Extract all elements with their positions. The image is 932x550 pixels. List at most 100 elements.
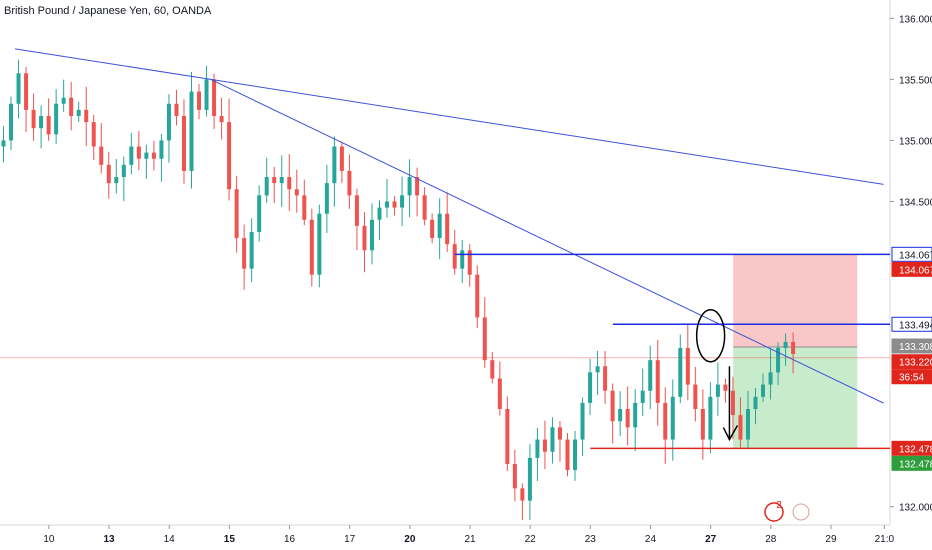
candle bbox=[738, 415, 743, 440]
x-tick-label: 28 bbox=[765, 534, 777, 545]
take-profit-zone bbox=[733, 346, 858, 449]
candle bbox=[362, 225, 367, 251]
x-tick-label: 20 bbox=[404, 534, 416, 545]
candle bbox=[768, 372, 773, 385]
chart-title: British Pound / Japanese Yen, 60, OANDA bbox=[4, 5, 212, 17]
x-tick-label: 29 bbox=[825, 534, 837, 545]
annotation-circle bbox=[695, 309, 726, 363]
candle bbox=[497, 378, 502, 410]
candle bbox=[317, 213, 322, 275]
candle bbox=[475, 274, 480, 318]
candle bbox=[76, 109, 81, 116]
annotation-arrow-head bbox=[722, 425, 739, 442]
candle bbox=[114, 177, 119, 184]
candle bbox=[212, 79, 217, 116]
candle bbox=[400, 195, 405, 208]
candle bbox=[324, 183, 329, 214]
candle bbox=[633, 402, 638, 428]
candle bbox=[264, 177, 269, 196]
candle bbox=[54, 103, 59, 135]
candle bbox=[39, 115, 44, 129]
candle bbox=[242, 238, 247, 269]
candle bbox=[535, 439, 540, 458]
current-price-tag-bg bbox=[891, 354, 932, 370]
candle bbox=[189, 91, 194, 171]
candle bbox=[347, 170, 352, 196]
candle bbox=[415, 177, 420, 196]
candle bbox=[309, 219, 314, 275]
candle bbox=[377, 207, 382, 220]
candle bbox=[272, 177, 277, 184]
target-tag: 132.478 bbox=[899, 459, 932, 470]
candle bbox=[422, 195, 427, 220]
candle bbox=[392, 201, 397, 208]
candle bbox=[467, 250, 472, 275]
candle bbox=[302, 195, 307, 220]
candle bbox=[655, 360, 660, 403]
candle bbox=[227, 122, 232, 190]
trendline-2 bbox=[210, 78, 884, 404]
candle bbox=[482, 317, 487, 361]
x-tick-label: 27 bbox=[705, 534, 717, 545]
candle bbox=[520, 488, 525, 501]
candle bbox=[174, 103, 179, 116]
candle bbox=[287, 177, 292, 190]
candle bbox=[354, 195, 359, 226]
candle bbox=[791, 341, 796, 355]
candle bbox=[603, 366, 608, 391]
candle bbox=[783, 341, 788, 348]
candle bbox=[693, 384, 698, 410]
candle bbox=[580, 402, 585, 440]
candle bbox=[648, 360, 653, 391]
candle bbox=[588, 372, 593, 403]
x-tick-label: 13 bbox=[103, 534, 115, 545]
candle bbox=[685, 347, 690, 385]
countdown-tag-bg bbox=[891, 369, 932, 385]
candle bbox=[625, 409, 630, 428]
candle bbox=[24, 73, 29, 110]
candle bbox=[670, 396, 675, 440]
level-tag-134067: 134.067 bbox=[899, 250, 932, 261]
candle bbox=[69, 97, 74, 116]
candle bbox=[166, 103, 171, 141]
x-tick-label: 21 bbox=[464, 534, 476, 545]
candle bbox=[407, 177, 412, 196]
candle bbox=[385, 201, 390, 208]
candle bbox=[452, 244, 457, 269]
y-tick-label: 132.000 bbox=[899, 503, 932, 514]
candle bbox=[9, 103, 14, 141]
candle bbox=[129, 146, 134, 165]
candle bbox=[1, 140, 6, 147]
candle bbox=[460, 250, 465, 269]
candle bbox=[640, 390, 645, 403]
target-tag-bg bbox=[891, 455, 932, 471]
trendline-1 bbox=[14, 48, 884, 185]
candle bbox=[715, 384, 720, 397]
x-tick-label: 10 bbox=[43, 534, 55, 545]
current-price-tag: 133.220 bbox=[899, 358, 932, 369]
candle bbox=[197, 91, 202, 110]
candle bbox=[557, 427, 562, 440]
x-tick-label: 14 bbox=[164, 534, 176, 545]
candle bbox=[234, 189, 239, 239]
flag-badge bbox=[792, 503, 810, 521]
x-tick-label: 15 bbox=[224, 534, 236, 545]
candle bbox=[595, 366, 600, 373]
candle bbox=[730, 390, 735, 416]
level-tag-132478-bg bbox=[891, 440, 932, 456]
level-tag-133494: 133.494 bbox=[899, 320, 932, 331]
y-tick-label: 134.500 bbox=[899, 197, 932, 208]
x-tick-label: 16 bbox=[284, 534, 296, 545]
candle bbox=[565, 439, 570, 471]
level-tag-133494-bg bbox=[891, 316, 932, 332]
candle bbox=[84, 109, 89, 123]
candle bbox=[776, 347, 781, 373]
candle bbox=[618, 409, 623, 422]
entry-tag-bg bbox=[891, 338, 932, 354]
candle bbox=[151, 152, 156, 159]
candle bbox=[31, 109, 36, 129]
y-tick-label: 135.500 bbox=[899, 75, 932, 86]
candle bbox=[550, 427, 555, 452]
candle bbox=[663, 402, 668, 440]
